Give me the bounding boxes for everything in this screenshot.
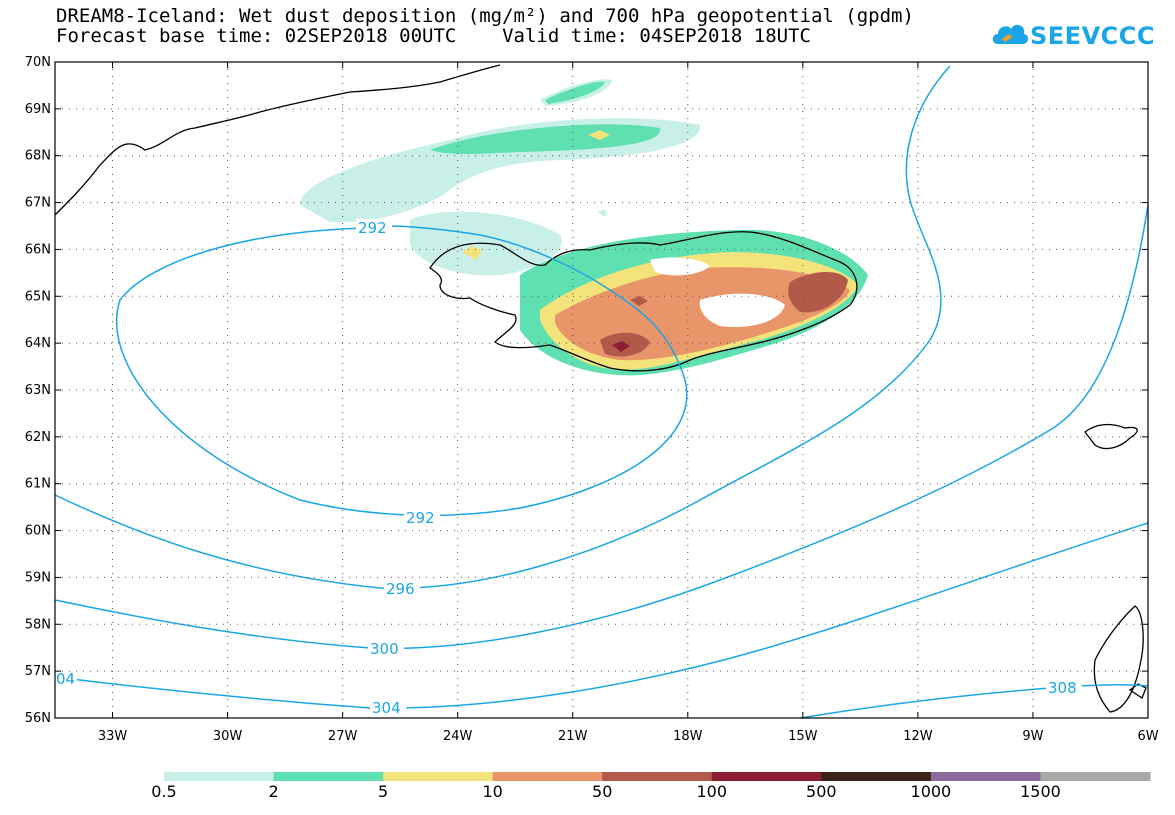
lat-tick-label: 59N <box>25 570 51 585</box>
lat-tick-label: 63N <box>25 383 51 398</box>
longitude-labels: 33W 30W 27W 24W 21W 18W 15W 12W 9W 6W <box>98 729 1159 744</box>
contour-292 <box>115 225 688 517</box>
lon-tick-label: 24W <box>443 729 473 744</box>
scotland-coastline <box>1093 605 1144 713</box>
cloud-icon <box>992 24 1029 44</box>
greenland-coastline <box>54 64 501 216</box>
chart-subtitle: Forecast base time: 02SEP2018 00UTC Vali… <box>56 25 811 47</box>
lon-tick-label: 9W <box>1022 729 1043 744</box>
latitude-labels: 56N 57N 58N 59N 60N 61N 62N 63N 64N 65N 66N 67N 68N 6… <box>25 55 51 726</box>
lat-tick-label: 69N <box>25 102 51 117</box>
chart-title: DREAM8-Iceland: Wet dust deposition (mg/… <box>56 5 914 27</box>
axis-ticks <box>55 61 1149 719</box>
lat-tick-label: 65N <box>25 289 51 304</box>
contour-label: 308 <box>1048 679 1077 697</box>
contour-label: 304 <box>372 699 401 717</box>
lat-tick-label: 66N <box>25 242 51 257</box>
faroe-coastline <box>1084 423 1138 450</box>
contour-304 <box>54 522 1149 709</box>
iceland-coastline <box>429 231 858 372</box>
lon-tick-label: 30W <box>213 729 243 744</box>
colorbar-label: 10 <box>482 782 503 801</box>
lat-tick-label: 68N <box>25 149 51 164</box>
contour-labels: 292 292 296 300 304 308 04 <box>55 219 1082 717</box>
colorbar-label: 50 <box>592 782 613 801</box>
lat-tick-label: 60N <box>25 524 51 539</box>
lat-tick-label: 61N <box>25 477 51 492</box>
lon-tick-label: 33W <box>98 729 128 744</box>
contour-300 <box>54 204 1149 650</box>
scotland-islands <box>1128 683 1147 699</box>
lon-tick-label: 15W <box>788 729 818 744</box>
lat-tick-label: 58N <box>25 617 51 632</box>
geopotential-contours <box>54 65 1149 719</box>
lat-tick-label: 62N <box>25 430 51 445</box>
contour-296 <box>54 65 951 590</box>
lon-tick-label: 6W <box>1137 729 1158 744</box>
lon-tick-label: 27W <box>328 729 358 744</box>
contour-label: 296 <box>386 580 415 598</box>
colorbar-label: 1500 <box>1020 782 1061 801</box>
lat-tick-label: 67N <box>25 196 51 211</box>
coastlines <box>54 64 1147 713</box>
lat-tick-label: 64N <box>25 336 51 351</box>
colorbar-label: 0.5 <box>151 782 177 801</box>
contour-label: 292 <box>406 509 435 527</box>
lon-tick-label: 12W <box>903 729 933 744</box>
colorbar-label: 1000 <box>910 782 952 801</box>
colorbar-label: 500 <box>806 782 837 801</box>
dust-deposition-field <box>300 79 868 376</box>
graticule <box>55 62 1148 718</box>
logo-text: SEEVCCC <box>1030 22 1155 50</box>
lat-tick-label: 56N <box>25 711 51 726</box>
lat-tick-label: 70N <box>25 55 51 70</box>
colorbar-label: 2 <box>268 782 279 801</box>
seevccc-logo: SEEVCCC <box>990 16 1170 56</box>
lon-tick-label: 18W <box>673 729 703 744</box>
contour-label: 300 <box>370 640 399 658</box>
lat-tick-label: 57N <box>25 664 51 679</box>
contour-308 <box>799 683 1149 719</box>
lon-tick-label: 21W <box>558 729 588 744</box>
contour-label: 04 <box>56 670 75 688</box>
contour-label: 292 <box>358 219 387 237</box>
colorbar-label: 100 <box>696 782 728 801</box>
colorbar-label: 5 <box>378 782 389 801</box>
